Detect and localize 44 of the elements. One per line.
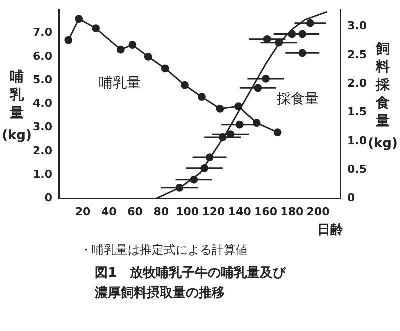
x-tick-label: 100 [176, 205, 200, 218]
y-tick-label: 3.0 [32, 120, 53, 134]
y2-tick-label: 2.5 [348, 48, 368, 62]
point [92, 24, 100, 32]
point [274, 128, 282, 137]
y-tick-label: 5.0 [32, 73, 53, 86]
y2-tick-label: 0 [348, 192, 356, 205]
point [198, 93, 206, 102]
point [216, 104, 224, 113]
y2-tick-label: 2.0 [348, 76, 368, 90]
text: ・哺乳量は推定式による計算値 [80, 242, 249, 259]
point [64, 36, 73, 44]
y2-tick-label: 3.0 [348, 20, 368, 33]
y-tick-label: 0 [44, 192, 53, 205]
y-tick-label: 2.0 [32, 144, 53, 158]
annotation: 哺乳量 [99, 76, 141, 92]
x-tick-label: 60 [128, 205, 144, 218]
x-axis-title: 日齢 [318, 223, 345, 238]
point [128, 41, 137, 50]
annotation: 採食量 [277, 92, 319, 108]
y2-tick-label: 1.0 [348, 134, 368, 148]
x-tick-label: 160 [254, 205, 278, 218]
y2-tick-label: 0.5 [348, 162, 368, 176]
x-tick-label: 140 [228, 205, 252, 218]
x-tick-label: 200 [306, 205, 330, 218]
y2-axis-title: 飼料採食量(kg) [368, 42, 398, 152]
y-tick-label: 6.0 [32, 50, 53, 63]
y-axis-title: 哺乳量(kg) [2, 70, 32, 144]
text: 図1 放牧哺乳子牛の哺乳量及び濃厚飼料摂取量の推移 [95, 265, 288, 303]
x-tick-label: 20 [75, 205, 92, 218]
point [181, 81, 189, 90]
point [161, 64, 170, 73]
x-tick-label: 180 [280, 205, 304, 218]
y-tick-label: 1.0 [32, 168, 53, 182]
y-tick-label: 4.0 [32, 97, 53, 110]
point [144, 52, 152, 61]
y2-tick-label: 1.5 [348, 106, 368, 119]
point [75, 15, 84, 24]
x-tick-label: 80 [154, 205, 170, 218]
point [116, 46, 125, 54]
x-tick-label: 40 [102, 205, 118, 218]
y-tick-label: 7.0 [32, 26, 53, 40]
x-tick-label: 120 [202, 205, 226, 218]
point [234, 102, 243, 111]
